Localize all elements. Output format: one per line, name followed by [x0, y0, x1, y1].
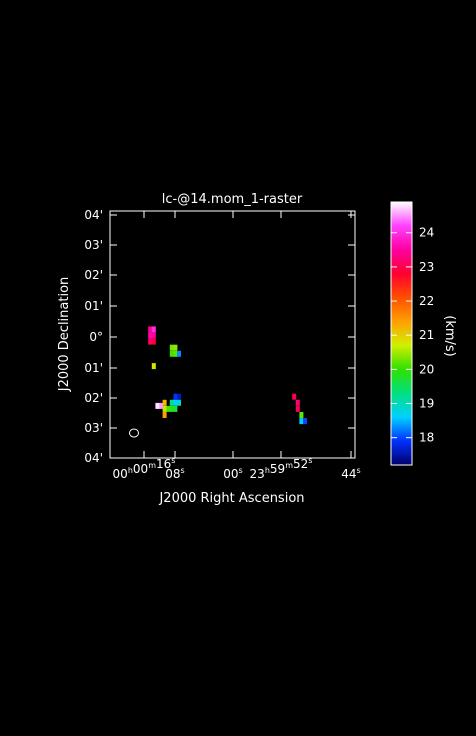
velocity-pixel: [162, 399, 167, 406]
velocity-pixel: [292, 393, 297, 400]
velocity-pixel: [303, 418, 307, 425]
y-tick-label: 02': [84, 391, 103, 405]
velocity-pixel: [151, 326, 156, 333]
velocity-pixel: [299, 412, 304, 418]
y-tick-label: 04': [84, 451, 103, 465]
colorbar-tick-label: 21: [419, 328, 434, 342]
velocity-pixel: [295, 399, 300, 406]
velocity-pixel: [177, 393, 181, 400]
colorbar-tick-label: 23: [419, 260, 434, 274]
colorbar-label: (km/s): [442, 315, 457, 357]
axis-ticks: [110, 211, 355, 459]
x-axis-label: J2000 Right Ascension: [158, 491, 304, 506]
velocity-pixel: [151, 338, 156, 345]
y-tick-label: 01': [84, 299, 103, 313]
colorbar-tick-label: 19: [419, 397, 434, 411]
velocity-pixel: [177, 399, 181, 406]
y-tick-label: 04': [84, 208, 103, 222]
y-tick-label: 01': [84, 361, 103, 375]
velocity-pixels: [148, 326, 307, 425]
velocity-pixel: [169, 350, 174, 357]
velocity-pixel: [173, 350, 178, 357]
velocity-pixel: [173, 405, 178, 412]
velocity-pixel: [159, 402, 163, 409]
velocity-pixel: [169, 344, 174, 351]
x-tick-label: 00s: [223, 466, 242, 481]
x-tick-label: 08s: [165, 466, 184, 481]
colorbar-tick-label: 24: [419, 226, 434, 240]
velocity-pixel: [151, 332, 156, 339]
colorbar-tick-label: 20: [419, 362, 434, 376]
colorbar-tick-label: 22: [419, 294, 434, 308]
plot-frame: [109, 210, 356, 459]
y-tick-label: 02': [84, 268, 103, 282]
y-tick-label: 0°: [89, 330, 103, 344]
velocity-pixel: [162, 405, 167, 412]
x-tick-label: 00h00m16s: [113, 456, 176, 481]
x-tick-label: 23h59m52s: [250, 456, 313, 481]
velocity-pixel: [169, 405, 174, 412]
velocity-pixel: [166, 405, 171, 412]
velocity-pixel: [299, 418, 304, 425]
x-tick-label: 44s: [341, 466, 360, 481]
y-axis-label: J2000 Declination: [57, 277, 72, 393]
y-tick-label: 03': [84, 238, 103, 252]
velocity-pixel: [173, 399, 178, 406]
velocity-pixel: [148, 338, 153, 345]
colorbar-tick-label: 18: [419, 431, 434, 445]
beam-ellipse: [129, 428, 139, 438]
colorbar: [390, 201, 413, 466]
velocity-pixel: [177, 350, 181, 357]
velocity-pixel: [162, 412, 167, 418]
velocity-pixel: [295, 405, 300, 412]
y-tick-label: 03': [84, 421, 103, 435]
velocity-pixel: [173, 344, 178, 351]
velocity-pixel: [173, 393, 178, 400]
velocity-pixel: [148, 326, 153, 333]
velocity-pixel: [169, 399, 174, 406]
velocity-pixel: [151, 363, 156, 370]
y-tick-labels: 04' 03' 02' 01' 0° 01' 02' 03' 04': [84, 208, 103, 465]
velocity-pixel: [148, 332, 153, 339]
velocity-pixel: [155, 402, 160, 409]
chart-title: lc-@14.mom_1-raster: [162, 192, 303, 207]
colorbar-ticks: 18 19 20 21 22 23 24: [391, 226, 434, 445]
